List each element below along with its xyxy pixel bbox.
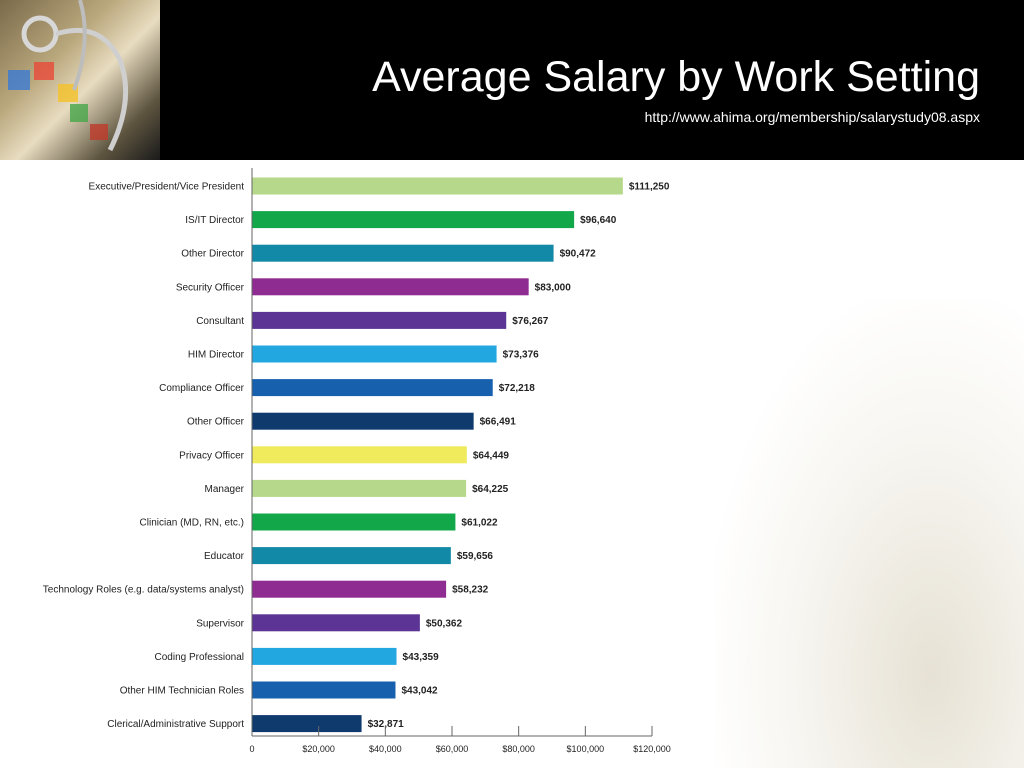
salary-bar-chart: Executive/President/Vice President IS/IT … [43, 168, 671, 754]
category-label: Technology Roles (e.g. data/systems anal… [43, 585, 244, 596]
bar [252, 681, 396, 699]
category-label: Clerical/Administrative Support [107, 719, 244, 730]
slide-title: Average Salary by Work Setting [372, 53, 980, 101]
bars-group [252, 177, 623, 733]
value-label: $64,449 [473, 450, 510, 461]
value-label: $43,042 [401, 686, 438, 697]
category-label: Coding Professional [155, 652, 245, 663]
bar [252, 412, 474, 430]
source-link[interactable]: http://www.ahima.org/membership/salaryst… [644, 109, 980, 125]
x-ticks: 0 $20,000 $40,000 $60,000 $80,000 $100,000 $12… [249, 726, 671, 754]
bar [252, 311, 507, 329]
bar [252, 379, 493, 397]
category-label: Clinician (MD, RN, etc.) [140, 518, 244, 529]
background-photo [714, 300, 1024, 768]
bar [252, 614, 420, 632]
value-label: $50,362 [426, 618, 463, 629]
value-label: $111,250 [629, 182, 670, 193]
value-label: $61,022 [461, 518, 498, 529]
value-labels: $111,250 $96,640 $90,472 $83,000 $76,267 $73,… [368, 182, 670, 731]
bar [252, 715, 362, 733]
value-label: $64,225 [472, 484, 509, 495]
x-tick-label: $20,000 [302, 744, 335, 754]
x-tick-label: $80,000 [502, 744, 535, 754]
bar [252, 177, 623, 195]
bar [252, 479, 467, 497]
bar [252, 580, 447, 598]
category-label: Security Officer [176, 282, 245, 293]
category-label: Compliance Officer [159, 383, 245, 394]
bar [252, 547, 451, 565]
bar [252, 278, 529, 296]
slide-header: Average Salary by Work Setting http://ww… [0, 0, 1024, 160]
x-tick-label: $60,000 [436, 744, 469, 754]
value-label: $96,640 [580, 215, 617, 226]
value-label: $66,491 [480, 417, 517, 428]
category-label: Other HIM Technician Roles [120, 686, 244, 697]
x-tick-label: $100,000 [567, 744, 605, 754]
x-tick-label: $40,000 [369, 744, 402, 754]
category-label: HIM Director [188, 350, 245, 361]
value-label: $90,472 [560, 249, 597, 260]
value-label: $72,218 [499, 383, 536, 394]
stethoscope-photo-icon [8, 0, 129, 152]
value-label: $76,267 [512, 316, 549, 327]
x-tick-label: 0 [249, 744, 254, 754]
bar [252, 446, 467, 464]
bar [252, 647, 397, 665]
category-label: Privacy Officer [179, 450, 244, 461]
value-label: $73,376 [503, 350, 540, 361]
category-label: Manager [205, 484, 245, 495]
category-label: Consultant [196, 316, 244, 327]
bar [252, 513, 456, 531]
value-label: $32,871 [368, 719, 405, 730]
value-label: $59,656 [457, 551, 494, 562]
value-label: $43,359 [403, 652, 440, 663]
category-label: Other Officer [187, 417, 245, 428]
header-photo [0, 0, 160, 160]
category-labels: Executive/President/Vice President IS/IT … [43, 182, 245, 731]
category-label: Executive/President/Vice President [89, 182, 245, 193]
bar [252, 244, 554, 262]
x-tick-label: $120,000 [633, 744, 671, 754]
category-label: Supervisor [196, 618, 244, 629]
value-label: $58,232 [452, 585, 489, 596]
value-label: $83,000 [535, 282, 572, 293]
category-label: Educator [204, 551, 245, 562]
category-label: IS/IT Director [185, 215, 244, 226]
bar [252, 345, 497, 363]
category-label: Other Director [181, 249, 244, 260]
bar [252, 211, 575, 229]
